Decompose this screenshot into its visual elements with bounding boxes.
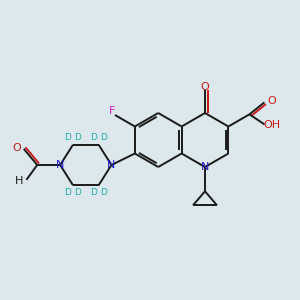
Text: O: O	[12, 143, 21, 153]
Text: N: N	[107, 160, 116, 170]
Text: D: D	[64, 133, 71, 142]
Text: F: F	[109, 106, 115, 116]
Text: D: D	[75, 188, 81, 197]
Text: D: D	[75, 133, 81, 142]
Text: O: O	[267, 96, 276, 106]
Text: OH: OH	[264, 120, 281, 130]
Text: D: D	[90, 133, 97, 142]
Text: D: D	[64, 188, 71, 197]
Text: N: N	[56, 160, 64, 170]
Text: D: D	[100, 133, 107, 142]
Text: H: H	[15, 176, 24, 186]
Text: N: N	[201, 162, 209, 172]
Text: O: O	[201, 82, 209, 92]
Text: D: D	[100, 188, 107, 197]
Text: D: D	[90, 188, 97, 197]
